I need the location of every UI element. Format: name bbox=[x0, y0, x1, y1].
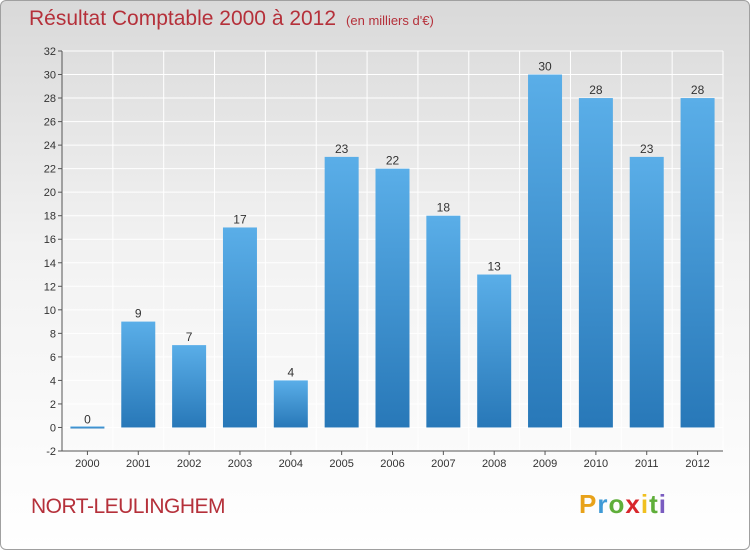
data-label: 18 bbox=[437, 201, 451, 215]
x-tick-label: 2008 bbox=[482, 458, 506, 470]
x-tick-label: 2001 bbox=[126, 458, 150, 470]
labels: -202468101214161820222426283032200002001… bbox=[44, 46, 710, 470]
data-label: 17 bbox=[233, 212, 247, 226]
y-tick-label: 4 bbox=[50, 375, 56, 387]
bar-2012 bbox=[680, 98, 715, 428]
logo-letter: P bbox=[579, 489, 598, 519]
logo-letter: i bbox=[658, 489, 667, 519]
logo-letter: r bbox=[597, 489, 609, 519]
data-label: 4 bbox=[287, 365, 294, 379]
bar-2008 bbox=[477, 274, 512, 428]
y-tick-label: 2 bbox=[50, 399, 56, 411]
logo-letter: t bbox=[649, 489, 659, 519]
y-tick-label: 6 bbox=[50, 352, 56, 364]
logo-letter: i bbox=[640, 489, 650, 519]
x-tick-label: 2006 bbox=[380, 458, 404, 470]
logo-letter: x bbox=[625, 489, 641, 519]
chart-title-text: Résultat Comptable 2000 à 2012 bbox=[29, 7, 337, 30]
bar-2001 bbox=[121, 321, 156, 428]
x-tick-label: 2012 bbox=[685, 458, 709, 470]
y-tick-label: 14 bbox=[44, 258, 56, 270]
chart-title: Résultat Comptable 2000 à 2012 (en millie… bbox=[29, 7, 434, 31]
axes bbox=[58, 50, 723, 455]
y-tick-label: 26 bbox=[44, 117, 56, 129]
bar-2009 bbox=[528, 74, 563, 428]
bar-2006 bbox=[375, 168, 410, 428]
bars bbox=[70, 74, 715, 429]
y-tick-label: 20 bbox=[44, 187, 56, 199]
data-label: 28 bbox=[691, 83, 705, 97]
y-tick-label: 18 bbox=[44, 211, 56, 223]
data-label: 22 bbox=[386, 154, 400, 168]
chart-subtitle: (en milliers d'€) bbox=[346, 13, 434, 28]
data-label: 23 bbox=[640, 142, 654, 156]
data-label: 13 bbox=[488, 260, 502, 274]
y-tick-label: 12 bbox=[44, 281, 56, 293]
data-label: 23 bbox=[335, 142, 349, 156]
y-tick-label: -2 bbox=[46, 446, 56, 458]
data-label: 7 bbox=[186, 330, 193, 344]
bar-2007 bbox=[426, 215, 461, 428]
data-label: 9 bbox=[135, 307, 142, 321]
y-tick-label: 30 bbox=[44, 70, 56, 82]
y-tick-label: 32 bbox=[44, 46, 56, 58]
x-tick-label: 2005 bbox=[329, 458, 353, 470]
data-label: 0 bbox=[84, 412, 91, 426]
data-label: 30 bbox=[538, 60, 552, 74]
x-tick-label: 2010 bbox=[584, 458, 608, 470]
bar-2002 bbox=[172, 345, 207, 428]
logo-letter: o bbox=[608, 489, 626, 519]
y-tick-label: 16 bbox=[44, 234, 56, 246]
y-tick-label: 10 bbox=[44, 305, 56, 317]
x-tick-label: 2002 bbox=[177, 458, 201, 470]
bar-2004 bbox=[273, 380, 308, 428]
x-tick-label: 2004 bbox=[279, 458, 303, 470]
x-tick-label: 2009 bbox=[533, 458, 557, 470]
x-tick-label: 2000 bbox=[75, 458, 99, 470]
commune-name: NORT-LEULINGHEM bbox=[31, 495, 225, 518]
y-tick-label: 0 bbox=[50, 422, 56, 434]
bar-2000 bbox=[70, 426, 105, 429]
bar-2005 bbox=[324, 156, 359, 428]
data-label: 28 bbox=[589, 83, 603, 97]
y-tick-label: 24 bbox=[44, 140, 56, 152]
y-tick-label: 22 bbox=[44, 164, 56, 176]
y-tick-label: 8 bbox=[50, 328, 56, 340]
y-tick-label: 28 bbox=[44, 93, 56, 105]
x-tick-label: 2007 bbox=[431, 458, 455, 470]
x-tick-label: 2003 bbox=[228, 458, 252, 470]
bar-2011 bbox=[629, 156, 664, 428]
bar-2003 bbox=[222, 227, 257, 428]
bar-2010 bbox=[578, 98, 613, 428]
x-tick-label: 2011 bbox=[635, 458, 659, 470]
proxiti-logo[interactable]: Proxiti bbox=[579, 489, 667, 520]
